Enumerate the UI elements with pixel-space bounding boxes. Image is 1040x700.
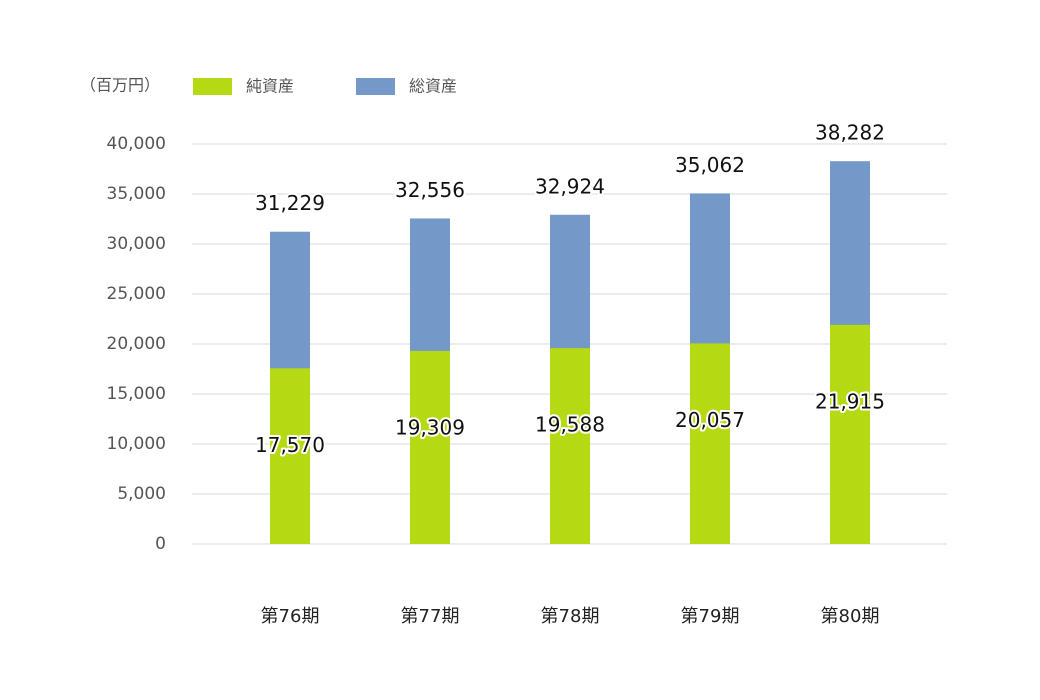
y-tick-label: 25,000	[107, 284, 166, 304]
y-tick-label: 20,000	[107, 334, 166, 354]
bar	[690, 343, 730, 544]
y-tick-label: 40,000	[107, 134, 166, 154]
value-label: 21,915	[815, 389, 885, 413]
y-tick-label: 30,000	[107, 234, 166, 254]
y-tick-label: 0	[155, 534, 166, 554]
x-tick-label: 第76期	[261, 606, 320, 627]
y-tick-label: 10,000	[107, 434, 166, 454]
bar	[830, 324, 870, 544]
value-label: 19,588	[535, 413, 605, 437]
legend-label: 純資産	[246, 77, 294, 96]
x-tick-label: 第78期	[541, 606, 600, 627]
y-tick-label: 15,000	[107, 384, 166, 404]
bar	[550, 348, 590, 544]
value-label: 20,057	[675, 408, 745, 432]
bar	[410, 350, 450, 544]
value-label: 31,229	[255, 191, 325, 215]
x-tick-label: 第77期	[401, 606, 460, 627]
y-tick-label: 35,000	[107, 184, 166, 204]
value-label: 19,309	[395, 415, 465, 439]
value-label: 32,556	[395, 178, 465, 202]
legend-swatch	[193, 78, 232, 95]
y-axis-label: （百万円）	[80, 76, 160, 95]
value-label: 35,062	[675, 153, 745, 177]
x-tick-label: 第80期	[821, 606, 880, 627]
bar	[270, 368, 310, 544]
y-tick-label: 5,000	[117, 484, 166, 504]
x-tick-label: 第79期	[681, 606, 740, 627]
value-label: 17,570	[255, 433, 325, 457]
value-label: 32,924	[535, 174, 605, 198]
legend-label: 総資産	[409, 77, 457, 96]
value-label: 38,282	[815, 121, 885, 145]
legend-swatch	[356, 78, 395, 95]
